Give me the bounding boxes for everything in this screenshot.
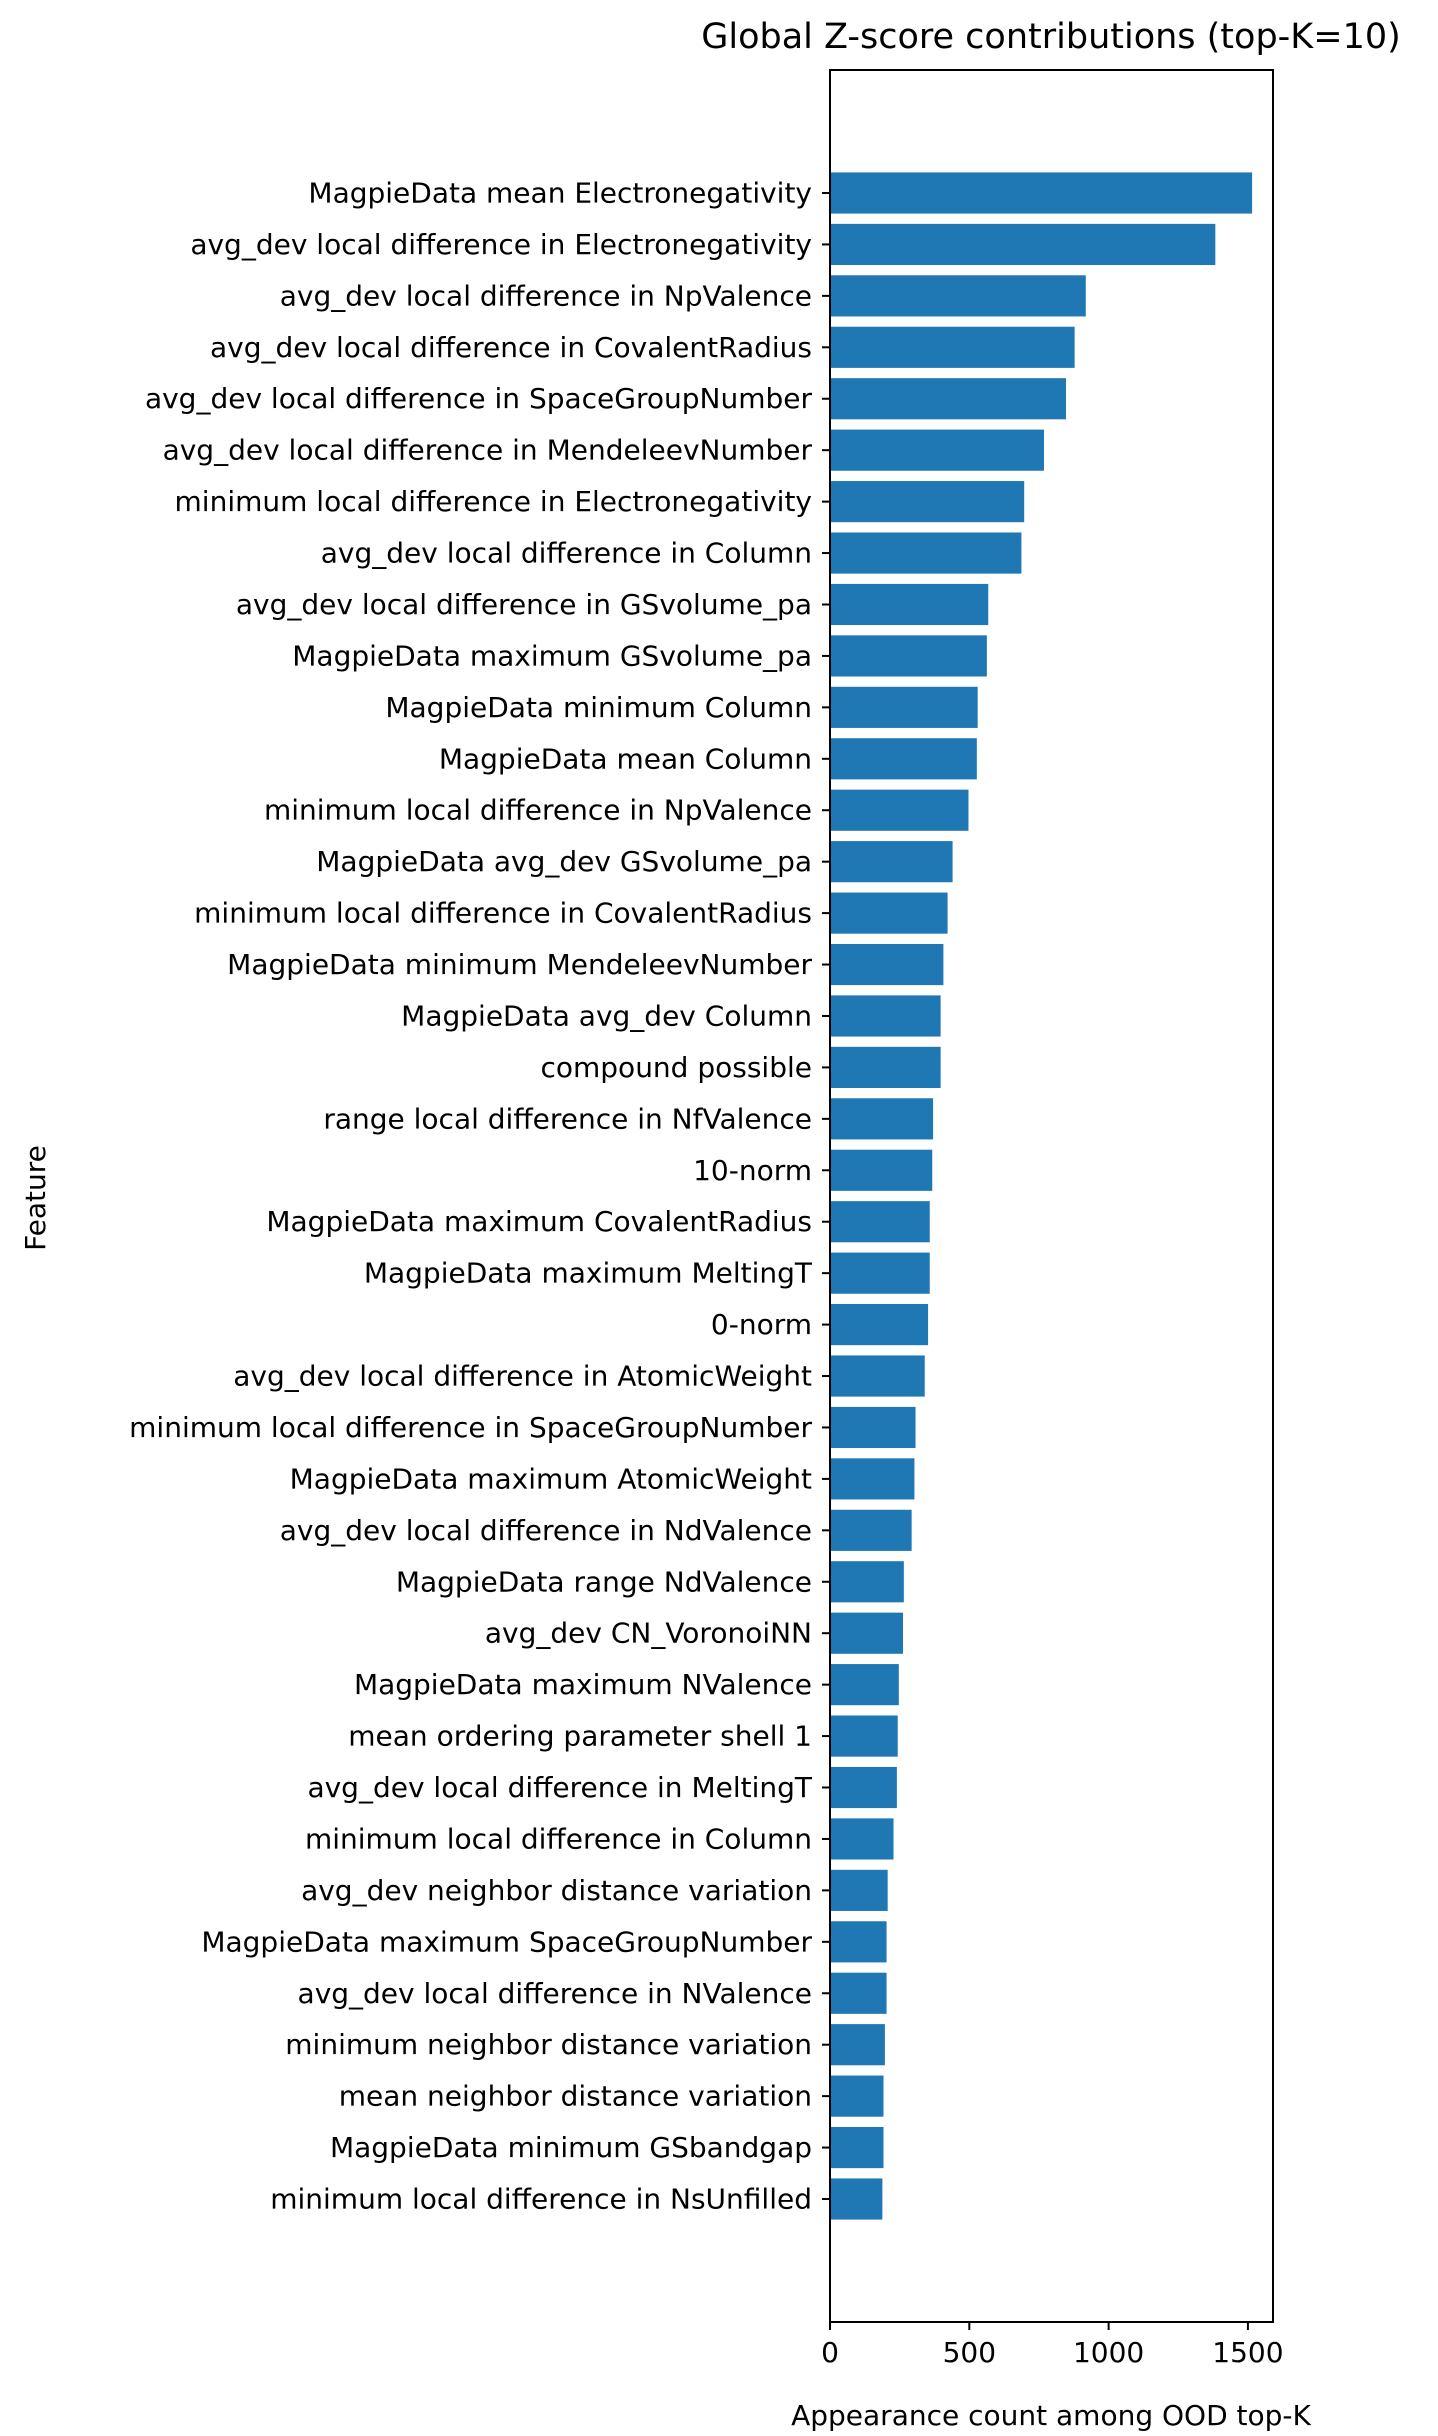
bar <box>830 2178 883 2220</box>
bar <box>830 532 1022 574</box>
bar <box>830 2024 885 2066</box>
category-label: avg_dev local difference in Column <box>321 537 812 570</box>
bar <box>830 1509 912 1551</box>
bar <box>830 583 989 626</box>
category-label: compound possible <box>540 1051 812 1084</box>
category-label: avg_dev CN_VoronoiNN <box>485 1617 812 1650</box>
category-label: MagpieData mean Electronegativity <box>308 177 812 210</box>
category-label: avg_dev neighbor distance variation <box>301 1874 812 1907</box>
bar <box>830 635 987 677</box>
bar <box>830 1972 887 2014</box>
x-axis-label: Appearance count among OOD top-K <box>791 2399 1311 2432</box>
x-tick-label: 0 <box>821 2336 839 2369</box>
bar <box>830 481 1025 523</box>
bar <box>830 1252 930 1294</box>
category-label: avg_dev local difference in AtomicWeight <box>233 1360 812 1393</box>
bar <box>830 1664 899 1706</box>
bar <box>830 172 1253 214</box>
category-label: avg_dev local difference in MeltingT <box>307 1771 812 1804</box>
bar <box>830 429 1044 471</box>
x-tick-label: 500 <box>943 2336 996 2369</box>
bar <box>830 1869 888 1911</box>
category-label: MagpieData maximum NValence <box>354 1668 812 1701</box>
category-label: avg_dev local difference in NValence <box>298 1977 812 2010</box>
category-label: minimum local difference in NpValence <box>264 794 812 827</box>
category-label: MagpieData maximum MeltingT <box>364 1257 813 1290</box>
bar <box>830 738 977 780</box>
category-label: avg_dev local difference in Electronegat… <box>190 228 812 261</box>
bar <box>830 841 953 883</box>
bar <box>830 1149 933 1191</box>
bar <box>830 686 978 728</box>
category-label: minimum neighbor distance variation <box>285 2028 812 2061</box>
bars-group <box>830 172 1253 2220</box>
category-label: avg_dev local difference in NpValence <box>280 279 812 312</box>
category-label: minimum local difference in SpaceGroupNu… <box>129 1411 812 1444</box>
category-label: MagpieData maximum AtomicWeight <box>290 1462 812 1495</box>
category-label: MagpieData minimum GSbandgap <box>330 2131 812 2164</box>
category-label: minimum local difference in NsUnfilled <box>270 2183 812 2216</box>
bar <box>830 378 1066 420</box>
bar <box>830 1304 929 1346</box>
bar <box>830 1458 915 1500</box>
bar <box>830 223 1216 266</box>
bar <box>830 1098 934 1140</box>
bar <box>830 1921 887 1963</box>
category-label: avg_dev local difference in MendeleevNum… <box>163 434 813 467</box>
bar <box>830 789 969 831</box>
category-label: avg_dev local difference in GSvolume_pa <box>236 588 812 621</box>
bar <box>830 1715 898 1757</box>
category-label: minimum local difference in CovalentRadi… <box>194 897 812 930</box>
category-label: MagpieData maximum CovalentRadius <box>266 1205 812 1238</box>
bar <box>830 1406 916 1449</box>
category-label: 0-norm <box>711 1308 812 1341</box>
bar <box>830 2075 884 2117</box>
category-label: avg_dev local difference in CovalentRadi… <box>210 331 812 364</box>
bar <box>830 1046 941 1088</box>
category-label: MagpieData maximum SpaceGroupNumber <box>201 1925 812 1958</box>
bar <box>830 1818 894 1860</box>
category-label: MagpieData avg_dev GSvolume_pa <box>316 845 812 878</box>
chart-title: Global Z-score contributions (top-K=10) <box>701 17 1401 57</box>
category-label: 10-norm <box>693 1154 812 1187</box>
category-label: mean neighbor distance variation <box>339 2080 812 2113</box>
x-axis-ticks: 0 500 1000 1500 <box>821 2322 1284 2369</box>
bar <box>830 326 1075 368</box>
category-label: MagpieData minimum Column <box>385 691 812 724</box>
bar <box>830 2126 884 2169</box>
category-label: MagpieData avg_dev Column <box>401 999 812 1032</box>
bar <box>830 1612 903 1654</box>
bar <box>830 995 941 1037</box>
bar <box>830 943 944 986</box>
bar <box>830 892 948 934</box>
y-axis-label: Feature <box>19 1145 52 1251</box>
category-labels: MagpieData mean Electronegativity avg_dev… <box>129 177 830 2216</box>
category-label: mean ordering parameter shell 1 <box>348 1720 812 1753</box>
category-label: MagpieData mean Column <box>439 742 812 775</box>
category-label: MagpieData range NdValence <box>396 1565 812 1598</box>
bar <box>830 275 1086 317</box>
category-label: MagpieData maximum GSvolume_pa <box>292 639 812 672</box>
category-label: avg_dev local difference in SpaceGroupNu… <box>145 382 813 415</box>
x-tick-label: 1500 <box>1212 2336 1283 2369</box>
category-label: minimum local difference in Electronegat… <box>175 485 812 518</box>
category-label: range local difference in NfValence <box>323 1102 812 1135</box>
category-label: avg_dev local difference in NdValence <box>280 1514 812 1547</box>
bar <box>830 1201 930 1243</box>
bar <box>830 1355 925 1397</box>
category-label: MagpieData minimum MendeleevNumber <box>227 948 812 981</box>
bar <box>830 1766 897 1809</box>
x-tick-label: 1000 <box>1073 2336 1144 2369</box>
bar <box>830 1561 904 1603</box>
category-label: minimum local difference in Column <box>305 1822 812 1855</box>
plot-frame <box>829 69 1274 2323</box>
